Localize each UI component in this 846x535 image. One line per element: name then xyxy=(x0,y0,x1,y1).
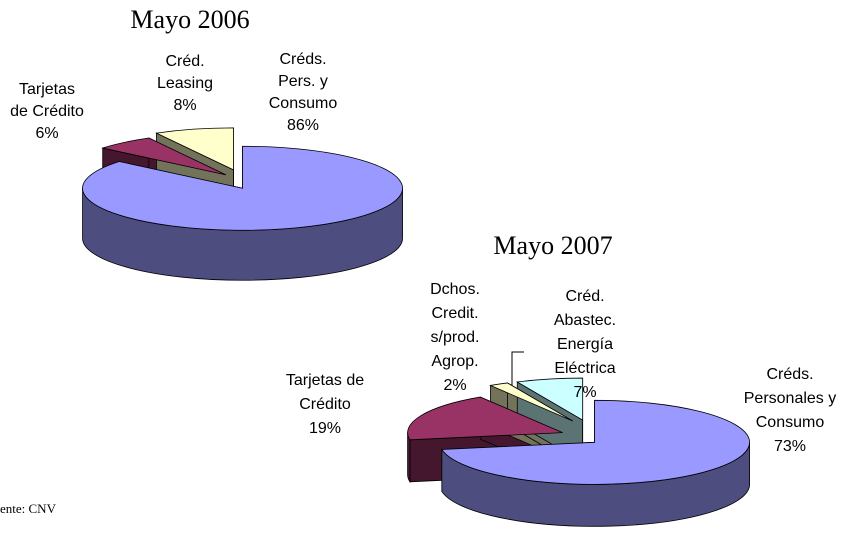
label-line: Personales y xyxy=(744,390,837,407)
label-line: Dchos. xyxy=(430,281,480,298)
label-line: Tarjetas xyxy=(19,81,75,98)
footer: ente: CNV xyxy=(0,501,57,516)
label-line: Tarjetas de xyxy=(286,372,364,389)
label-line: Créds. xyxy=(766,366,813,383)
label-line: Eléctrica xyxy=(554,360,615,377)
slice-wall xyxy=(407,432,411,484)
value-label: 86% xyxy=(287,117,319,134)
slice xyxy=(407,396,563,441)
value-label: 2% xyxy=(443,377,466,394)
value-label: 7% xyxy=(573,384,596,401)
value-label: 6% xyxy=(35,125,58,142)
slice-label: Tarjetas de Crédito xyxy=(286,372,364,413)
label-line: Pers. y xyxy=(278,73,328,90)
slice-label: Créds. Pers. y Consumo xyxy=(269,51,338,112)
slice xyxy=(155,127,234,171)
slice xyxy=(516,377,584,421)
chart-title: Mayo 2007 xyxy=(493,231,612,260)
label-line: Consumo xyxy=(269,95,338,112)
label-line: s/prod. xyxy=(431,329,480,346)
chart-title: Mayo 2006 xyxy=(130,5,249,34)
slice-label: Tarjetas de Crédito xyxy=(10,81,84,120)
leader-line xyxy=(511,351,524,398)
label-line: Agrop. xyxy=(431,353,478,370)
label-line: Crédito xyxy=(299,396,351,413)
slice-label: Créd. Abastec. Energía Eléctrica xyxy=(554,288,616,377)
value-label: 19% xyxy=(309,420,341,437)
label-line: Consumo xyxy=(756,414,825,431)
slice-label: Créds. Personales y Consumo xyxy=(744,366,837,431)
label-line: Credit. xyxy=(431,305,478,322)
label-line: Créd. xyxy=(565,288,604,305)
value-label: 8% xyxy=(173,97,196,114)
label-line: Abastec. xyxy=(554,312,616,329)
value-label: 73% xyxy=(774,438,806,455)
slice-label: Dchos. Credit. s/prod. Agrop. xyxy=(430,281,480,370)
slice xyxy=(489,382,574,422)
label-line: Créd. xyxy=(165,53,204,70)
label-line: Energía xyxy=(557,336,613,353)
slice-label: Créd. Leasing xyxy=(157,53,213,92)
label-line: Leasing xyxy=(157,75,213,92)
label-line: Créds. xyxy=(279,51,326,68)
slice xyxy=(82,145,403,231)
label-line: de Crédito xyxy=(10,103,84,120)
slice xyxy=(101,137,227,176)
slice xyxy=(441,399,750,485)
